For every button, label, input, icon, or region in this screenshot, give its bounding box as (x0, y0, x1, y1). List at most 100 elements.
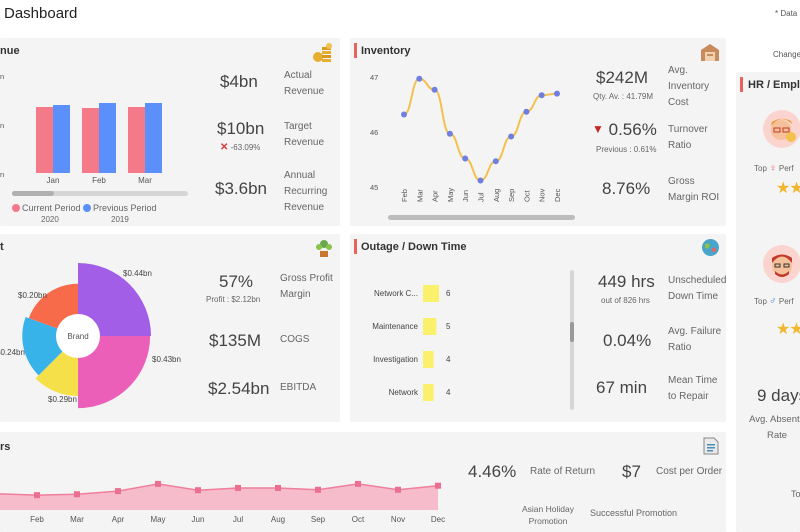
legend-previous-year: 2019 (111, 215, 129, 224)
unscheduled-downtime-label: Unscheduled Down Time (668, 275, 727, 302)
hr-footer: To (791, 489, 800, 499)
inventory-x-tick: Apr (431, 190, 440, 202)
inventory-x-tick: Sep (507, 189, 516, 202)
female-icon: ♀ (769, 163, 777, 174)
inventory-x-tick: Oct (522, 189, 531, 202)
warehouse-icon (700, 42, 720, 62)
revenue-x-tick: Jan (47, 176, 60, 185)
orders-point (315, 486, 321, 493)
cost-per-order-label: Cost per Order (656, 466, 723, 477)
orders-point (435, 482, 441, 489)
outage-bar-chart: Network C... 6 Maintenance 5 Investigation 4 N… (372, 285, 451, 401)
orders-line (0, 483, 439, 496)
orders-point (115, 488, 121, 495)
orders-point (395, 486, 401, 493)
star-icon: ★ (776, 180, 790, 197)
orders-title: rs (0, 441, 11, 453)
pie-label: $0.29bn (48, 395, 77, 404)
hr-title: HR / Emplo (748, 79, 800, 91)
orders-panel (0, 432, 726, 532)
unscheduled-downtime-sub: out of 826 hrs (601, 296, 650, 305)
orders-x-tick: May (150, 515, 165, 524)
globe-icon (701, 238, 720, 257)
legend-previous: Previous Period (83, 203, 157, 213)
orders-point (34, 492, 40, 499)
outage-category-label: Network C... (374, 289, 418, 298)
inventory-x-tick: Jul (477, 192, 486, 202)
inventory-x-tick: Feb (400, 189, 409, 202)
inventory-accent (354, 43, 357, 58)
orders-x-tick: Apr (112, 515, 125, 524)
outage-title: Outage / Down Time (361, 241, 467, 253)
outage-value-label: 5 (446, 322, 451, 331)
turnover-ratio-label: Turnover Ratio (668, 124, 708, 151)
orders-point (195, 487, 201, 494)
revenue-bar (145, 103, 162, 173)
inventory-panel (350, 38, 726, 226)
revenue-y-tick: n (0, 170, 5, 179)
orders-point (74, 491, 80, 498)
change-note[interactable]: Change (773, 50, 800, 59)
inventory-x-tick: May (446, 188, 455, 202)
hr-panel (736, 72, 800, 532)
cogs-value: $135M (209, 331, 261, 350)
pie-label: $0.43bn (152, 355, 181, 364)
data-note: * Data (775, 9, 798, 18)
inventory-x-tick: Mar (415, 189, 424, 202)
inventory-point (538, 92, 545, 99)
gross-margin-roi-value: 8.76% (602, 179, 651, 198)
hr-accent (740, 77, 743, 92)
target-revenue-value: $10bn (217, 119, 265, 138)
outage-scrollbar-track[interactable] (570, 270, 574, 410)
outage-panel (350, 234, 726, 422)
pie-label: $0.24bn (0, 348, 25, 357)
ebitda-label: EBITDA (280, 382, 317, 393)
turnover-previous: Previous : 0.61% (596, 145, 657, 154)
revenue-bar (53, 105, 70, 173)
absent-value: 9 days (757, 386, 800, 405)
inventory-title: Inventory (361, 45, 411, 57)
orders-area-chart: Feb Mar Apr May Jun Jul Aug Sep Oct Nov Dec (0, 480, 445, 524)
absent-label: Avg. Absente Rate (749, 414, 800, 441)
successful-promotion: Successful Promotion (590, 508, 678, 518)
revenue-bar (36, 107, 53, 173)
asian-holiday-promotion: Asian Holiday Promotion (522, 504, 574, 526)
pie-center-label: Brand (67, 332, 88, 341)
inventory-line-chart: Feb Mar Apr May Jun Jul Aug Sep Oct Nov Dec (400, 75, 562, 202)
star-rating: ★★ (776, 178, 800, 198)
inventory-point (554, 90, 560, 97)
cogs-label: COGS (280, 334, 310, 345)
pie-slice (78, 336, 151, 409)
revenue-bar (99, 103, 116, 173)
arr-label: Annual Recurring Revenue (284, 170, 328, 213)
inventory-series-line (403, 77, 558, 182)
star-icon: ★ (776, 321, 790, 338)
rate-of-return-label: Rate of Return (530, 466, 596, 477)
orders-x-tick: Sep (311, 515, 326, 524)
inventory-point (477, 177, 484, 184)
outage-bar (423, 351, 434, 368)
unscheduled-downtime-value: 449 hrs (598, 272, 655, 291)
pie-slice (78, 263, 151, 336)
orders-x-tick: Jun (192, 515, 205, 524)
profit-pie-chart: $0.44bn $0.43bn $0.29bn $0.24bn $0.20bn Brand (0, 263, 181, 409)
mttr-label: Mean Time to Repair (668, 375, 718, 402)
inventory-x-tick: Nov (538, 188, 547, 202)
orders-x-tick: Feb (30, 515, 44, 524)
revenue-x-tick: Feb (92, 176, 106, 185)
inventory-scrollbar[interactable] (388, 215, 575, 220)
inventory-y-tick: 46 (370, 128, 379, 137)
plant-icon (314, 238, 334, 258)
profit-title: t (0, 241, 4, 253)
cross-icon: ✕ (220, 142, 229, 153)
target-revenue-delta: ✕ -63.09% (220, 142, 261, 153)
pie-center (56, 314, 100, 358)
revenue-scrollbar[interactable] (12, 191, 188, 196)
revenue-y-tick: n (0, 72, 5, 81)
outage-value-label: 4 (446, 388, 451, 397)
pie-label: $0.44bn (123, 269, 152, 278)
orders-area (0, 483, 438, 510)
star-icon: ★ (789, 321, 800, 338)
profit-sub: Profit : $2.12bn (206, 295, 261, 304)
arr-value: $3.6bn (215, 179, 267, 198)
